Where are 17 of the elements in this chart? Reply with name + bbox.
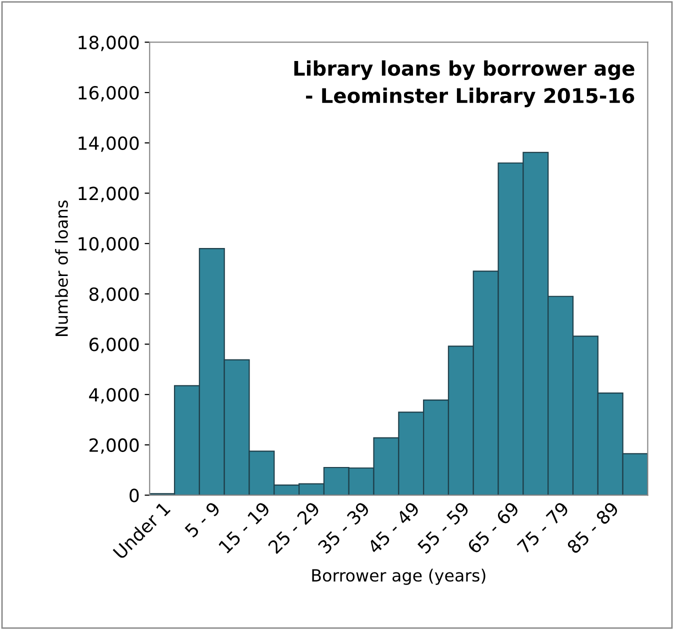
y-tick-label: 4,000 xyxy=(89,388,139,404)
y-tick-label: 12,000 xyxy=(78,186,139,202)
text: Library loans by borrower age - Leominster Library 2015-16 xyxy=(294,60,634,108)
y-tick-label: 14,000 xyxy=(78,136,139,152)
y-tick-label: 2,000 xyxy=(90,438,139,454)
y-tick-label: 16,000 xyxy=(78,86,139,102)
x-axis-title: Borrower age (years) xyxy=(312,568,486,585)
x-tick-label: 85 - 89 xyxy=(566,501,620,554)
y-tick-label: 0 xyxy=(130,488,139,502)
x-tick-label: 35 - 39 xyxy=(317,501,370,554)
y-tick-label: 18,000 xyxy=(78,36,139,52)
x-tick-label: 5 - 9 xyxy=(184,501,221,538)
y-tick-label: 10,000 xyxy=(78,236,139,252)
x-tick-label: 55 - 59 xyxy=(416,501,470,554)
y-tick-label: 6,000 xyxy=(89,338,139,354)
y-axis-title: Number of loans xyxy=(55,200,68,336)
y-tick-label: 8,000 xyxy=(89,287,139,303)
